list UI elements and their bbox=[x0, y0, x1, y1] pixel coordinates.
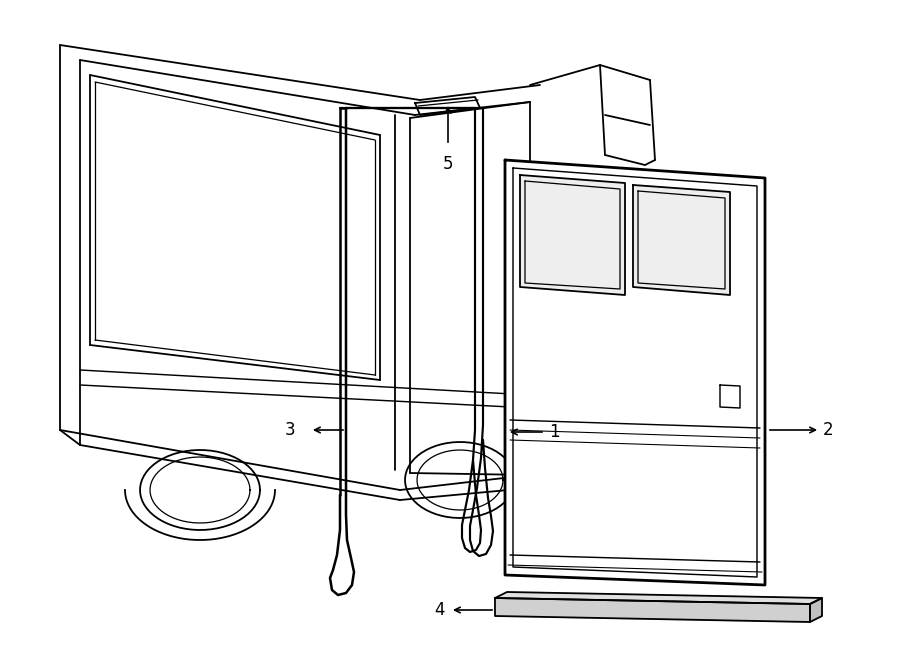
Text: 4: 4 bbox=[435, 601, 445, 619]
Polygon shape bbox=[495, 592, 822, 604]
Polygon shape bbox=[495, 598, 810, 622]
Text: 5: 5 bbox=[443, 155, 454, 173]
Polygon shape bbox=[415, 97, 480, 115]
Text: 2: 2 bbox=[823, 421, 833, 439]
Text: 1: 1 bbox=[549, 423, 560, 441]
Text: 3: 3 bbox=[284, 421, 295, 439]
Polygon shape bbox=[810, 598, 822, 622]
Polygon shape bbox=[520, 175, 625, 295]
Polygon shape bbox=[633, 185, 730, 295]
Polygon shape bbox=[505, 160, 765, 585]
